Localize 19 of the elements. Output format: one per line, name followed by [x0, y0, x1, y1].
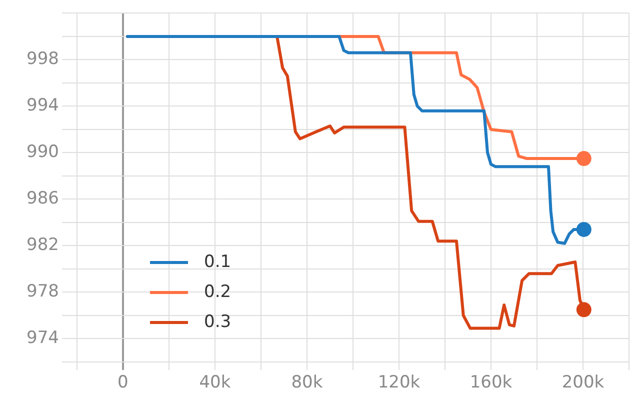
legend-label: 0.2: [204, 282, 232, 302]
x-tick-label: 80k: [291, 372, 323, 393]
x-tick-label: 120k: [378, 372, 420, 393]
point: [576, 151, 592, 166]
y-tick-label: 994: [26, 96, 59, 116]
legend-label: 0.1: [204, 252, 232, 272]
y-tick-label: 978: [26, 282, 59, 302]
point: [576, 222, 592, 237]
y-tick-label: 974: [26, 328, 59, 348]
y-tick-label: 986: [26, 188, 59, 209]
y-tick-label: 982: [26, 235, 59, 256]
point: [576, 302, 592, 318]
y-tick-label: 990: [26, 142, 59, 162]
x-tick-label: 40k: [199, 372, 231, 393]
legend-label: 0.3: [204, 312, 232, 332]
y-tick-label: 998: [26, 49, 59, 70]
x-tick-label: 200k: [562, 372, 604, 393]
x-tick-label: 160k: [470, 372, 512, 393]
x-tick-label: 0: [117, 372, 128, 393]
